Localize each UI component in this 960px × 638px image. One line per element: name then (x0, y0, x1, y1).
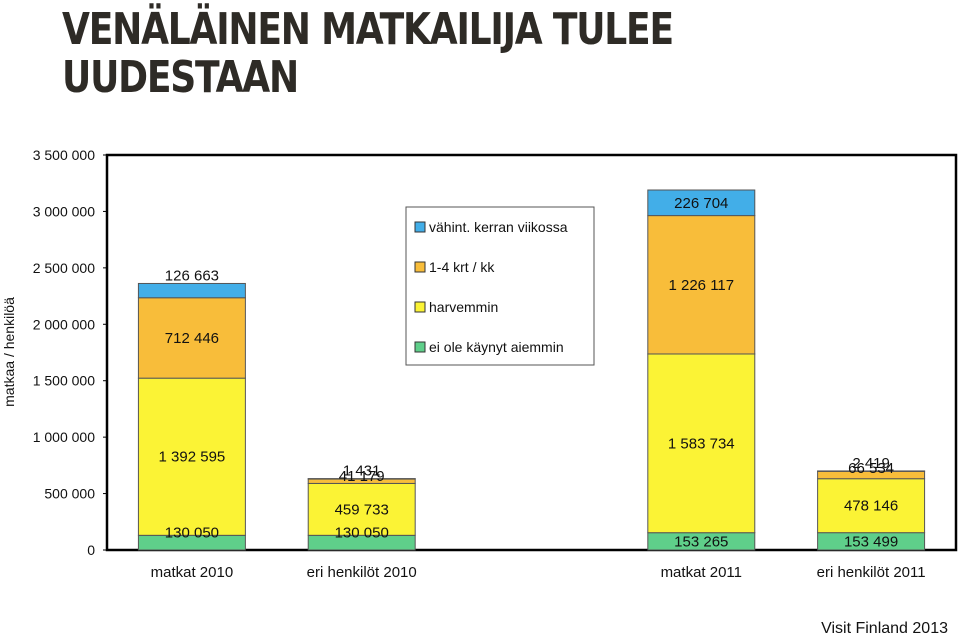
bar-segment (307, 478, 416, 480)
title-line-1: VENÄLÄINEN MATKAILIJA TULEE (62, 4, 674, 55)
legend-label: harvemmin (429, 299, 498, 315)
data-label: 130 050 (165, 524, 219, 541)
legend-swatch (414, 261, 426, 273)
bar-segment (137, 377, 246, 536)
x-tick-label: eri henkilöt 2011 (817, 564, 926, 581)
y-tick-label: 0 (87, 542, 95, 558)
data-label: 1 226 117 (668, 277, 734, 294)
y-tick-label: 1 000 000 (33, 429, 95, 445)
legend-label: ei ole käynyt aiemmin (429, 339, 564, 355)
credit: Visit Finland 2013 (821, 620, 948, 637)
legend-label: vähint. kerran viikossa (429, 219, 568, 235)
data-label: 153 499 (844, 533, 898, 550)
legend-swatch (414, 221, 426, 233)
legend-label: 1-4 krt / kk (429, 259, 495, 275)
legend-swatch (414, 341, 426, 353)
data-label: 153 265 (674, 533, 728, 550)
page-title: VENÄLÄINEN MATKAILIJA TULEE UUDESTAAN (62, 4, 674, 103)
title-line-2: UUDESTAAN (62, 52, 299, 103)
data-label: 130 050 (335, 524, 389, 541)
data-label: 66 534 (848, 460, 894, 477)
y-tick-label: 500 000 (44, 486, 95, 502)
data-label: 2 419 (852, 455, 890, 472)
data-label: 1 392 595 (159, 449, 226, 466)
y-tick-label: 3 500 000 (33, 147, 95, 163)
bar-segment (137, 297, 246, 379)
x-tick-label: matkat 2011 (661, 564, 742, 581)
data-label: 712 446 (165, 330, 219, 347)
y-axis-label: matkaa / henkilöä (1, 297, 17, 407)
legend-swatch (414, 301, 426, 313)
bar-segment (647, 189, 756, 217)
y-tick-label: 2 500 000 (33, 260, 95, 276)
y-tick-label: 1 500 000 (33, 373, 95, 389)
x-tick-label: matkat 2010 (151, 564, 234, 581)
x-tick-label: eri henkilöt 2010 (307, 564, 417, 581)
bar-segment (137, 282, 246, 299)
bar-segment (647, 353, 756, 534)
bar-segment (817, 478, 926, 534)
bar-segment (647, 215, 756, 355)
data-label: 1 583 734 (668, 435, 735, 452)
legend-box (405, 206, 595, 366)
data-label: 459 733 (335, 501, 389, 518)
bar-segment (817, 470, 926, 472)
y-tick-label: 2 000 000 (33, 316, 95, 332)
data-label: 478 146 (844, 498, 898, 515)
data-label: 1 431 (343, 463, 381, 480)
bar-segment (307, 482, 416, 536)
y-tick-label: 3 000 000 (33, 203, 95, 219)
data-label: 126 663 (165, 267, 219, 284)
data-label: 226 704 (674, 195, 728, 212)
plot-frame (105, 153, 958, 552)
data-label: 41 179 (339, 468, 385, 485)
